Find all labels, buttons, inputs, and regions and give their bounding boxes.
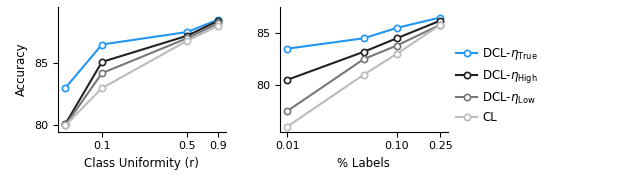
X-axis label: % Labels: % Labels — [337, 157, 390, 170]
Legend: DCL-$\eta_{\mathregular{True}}$, DCL-$\eta_{\mathregular{High}}$, DCL-$\eta_{\ma: DCL-$\eta_{\mathregular{True}}$, DCL-$\e… — [451, 42, 542, 129]
X-axis label: Class Uniformity (r): Class Uniformity (r) — [84, 157, 199, 170]
Y-axis label: Accuracy: Accuracy — [15, 43, 28, 96]
